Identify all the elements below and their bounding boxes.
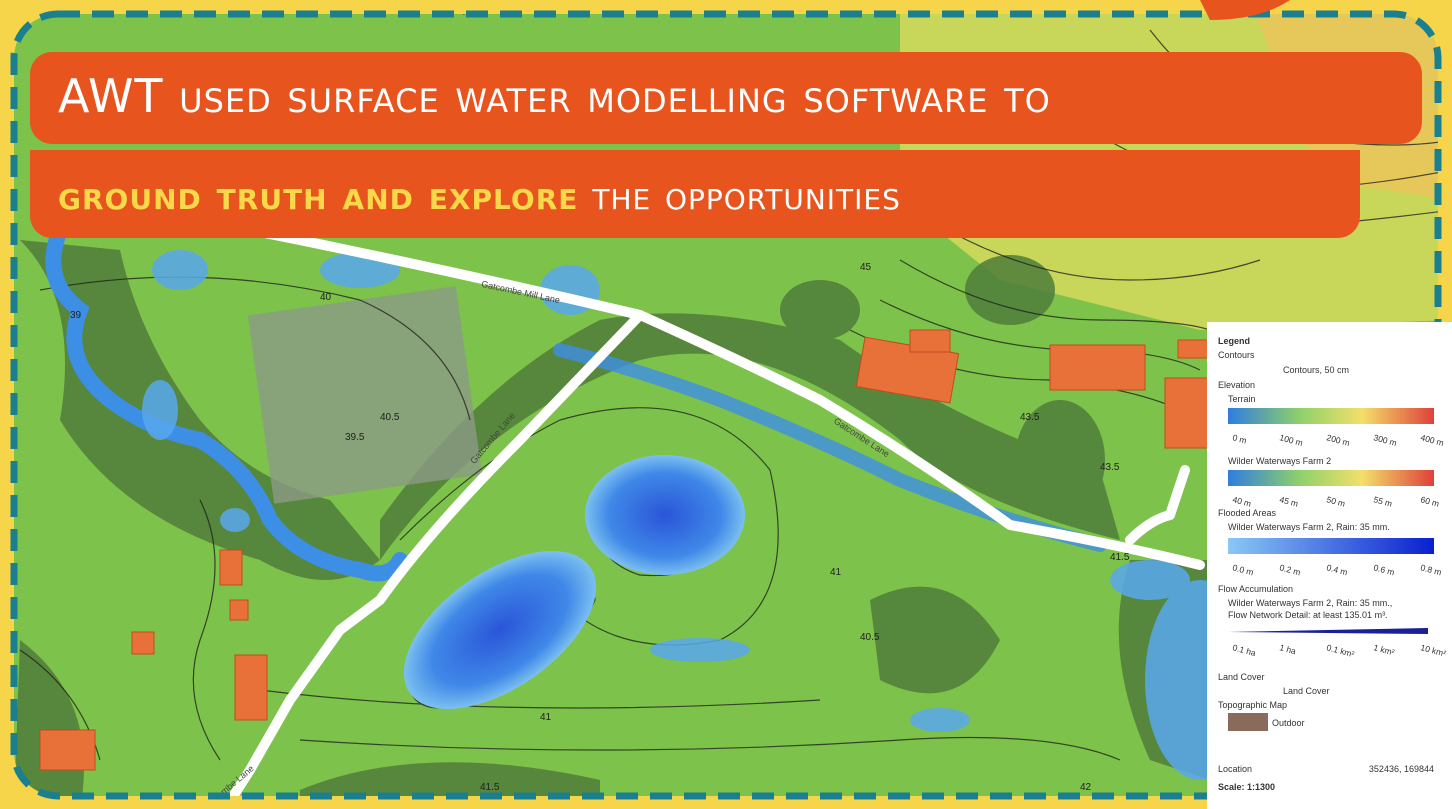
banner-highlight: ground truth and explore bbox=[58, 173, 579, 219]
legend-item: Contours, 50 cm bbox=[1283, 365, 1349, 375]
legend-heading: Flooded Areas bbox=[1218, 508, 1277, 518]
contour-label: 43.5 bbox=[1100, 462, 1120, 473]
legend-item: Wilder Waterways Farm 2, Rain: 35 mm. bbox=[1228, 522, 1390, 532]
contour-label: 41 bbox=[830, 567, 842, 578]
legend-flow-line bbox=[1228, 628, 1428, 634]
legend-heading: Wilder Waterways Farm 2 bbox=[1228, 456, 1331, 466]
legend: Legend Contours Contours, 50 cm Elevatio… bbox=[1207, 322, 1452, 809]
legend-item: Land Cover bbox=[1283, 686, 1330, 696]
banner-line-2: ground truth and explore the opportunitie… bbox=[30, 150, 1360, 238]
legend-ramp bbox=[1228, 470, 1434, 486]
legend-tick-label: 1 ha bbox=[1278, 642, 1297, 656]
field bbox=[247, 286, 483, 504]
legend-heading: Topographic Map bbox=[1218, 700, 1287, 710]
legend-tick-label: 45 m bbox=[1278, 494, 1299, 509]
legend-location-value: 352436, 169844 bbox=[1369, 764, 1434, 774]
legend-item: Outdoor bbox=[1272, 718, 1305, 728]
contour-label: 39.5 bbox=[345, 432, 365, 443]
buildings bbox=[39, 329, 1211, 771]
legend-heading: Flow Accumulation bbox=[1218, 584, 1293, 594]
legend-scale: Scale: 1:1300 bbox=[1218, 782, 1275, 792]
legend-tick-label: 40 m bbox=[1231, 494, 1252, 509]
contour-label: 42 bbox=[1080, 782, 1092, 793]
banner-text: the opportunities bbox=[592, 173, 901, 219]
legend-heading: Terrain bbox=[1228, 394, 1256, 404]
legend-item: Wilder Waterways Farm 2, Rain: 35 mm., bbox=[1228, 598, 1392, 608]
legend-tick-label: 55 m bbox=[1372, 494, 1393, 509]
legend-tick-label: 0 m bbox=[1231, 432, 1247, 445]
contour-label: 39 bbox=[70, 310, 82, 321]
pond bbox=[585, 455, 745, 575]
contour-label: 41.5 bbox=[480, 782, 500, 793]
legend-title: Legend bbox=[1218, 336, 1250, 346]
legend-ramp bbox=[1228, 538, 1434, 554]
roads bbox=[220, 225, 1205, 796]
contour-label: 40.5 bbox=[860, 632, 880, 643]
legend-heading: Contours bbox=[1218, 350, 1255, 360]
contour-label: 41.5 bbox=[1110, 552, 1130, 563]
legend-heading: Elevation bbox=[1218, 380, 1255, 390]
legend-ramp bbox=[1228, 408, 1434, 424]
contour-label: 40.5 bbox=[380, 412, 400, 423]
legend-heading: Land Cover bbox=[1218, 672, 1265, 682]
contour-label: 43.5 bbox=[1020, 412, 1040, 423]
contour-label: 45 bbox=[460, 7, 472, 18]
contour-label: 41 bbox=[540, 712, 552, 723]
banner-text: AWT used surface water modelling softwar… bbox=[58, 69, 1051, 123]
banner-line-1: AWT used surface water modelling softwar… bbox=[30, 52, 1422, 144]
contour-label: 45 bbox=[860, 262, 872, 273]
legend-tick-label: 50 m bbox=[1325, 494, 1346, 509]
decor-shape bbox=[1200, 0, 1290, 20]
legend-tick-label: 60 m bbox=[1419, 494, 1440, 509]
legend-item: Flow Network Detail: at least 135.01 m³. bbox=[1228, 610, 1388, 620]
contour-labels: 39 40 40.5 39.5 41 41.5 43.5 45 40.5 41 42 41.5 45 43… bbox=[70, 7, 1130, 793]
legend-swatch bbox=[1228, 713, 1268, 731]
contour-label: 40 bbox=[320, 292, 332, 303]
pond bbox=[403, 551, 597, 709]
legend-location-label: Location bbox=[1218, 764, 1252, 774]
